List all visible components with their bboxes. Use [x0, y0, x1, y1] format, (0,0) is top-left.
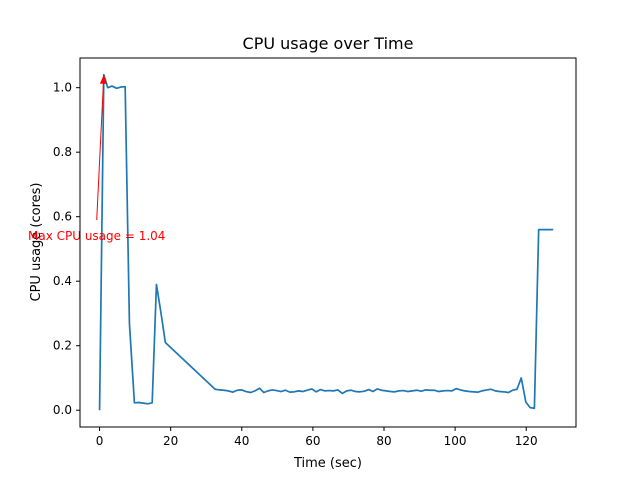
x-tick-label: 60	[305, 434, 320, 448]
x-tick-label: 40	[234, 434, 249, 448]
x-tick-label: 100	[444, 434, 467, 448]
x-tick-label: 120	[515, 434, 538, 448]
y-axis-label: CPU usage (cores)	[29, 183, 44, 302]
axes-frame	[79, 57, 577, 428]
x-tick-label: 0	[96, 434, 104, 448]
annotation-layer: Max CPU usage = 1.04	[28, 74, 165, 243]
annotation-text: Max CPU usage = 1.04	[28, 229, 165, 243]
x-axis-label: Time (sec)	[293, 456, 362, 471]
y-tick-label: 0.6	[53, 210, 72, 224]
chart-title: CPU usage over Time	[243, 34, 414, 53]
y-tick-label: 1.0	[53, 81, 72, 95]
y-axis: 0.0 0.2 0.4 0.6 0.8 1.0	[53, 81, 80, 417]
plot-area	[98, 73, 554, 411]
annotation-arrow	[96, 74, 105, 220]
y-tick-label: 0.2	[53, 339, 72, 353]
x-tick-label: 20	[163, 434, 178, 448]
y-tick-label: 0.8	[53, 145, 72, 159]
x-tick-label: 80	[376, 434, 391, 448]
cpu-usage-line	[98, 73, 554, 411]
annotation-arrowhead	[99, 74, 107, 84]
x-axis: 0 20 40 60 80 100 120	[96, 427, 538, 448]
y-tick-label: 0.4	[53, 274, 72, 288]
y-tick-label: 0.0	[53, 403, 72, 417]
